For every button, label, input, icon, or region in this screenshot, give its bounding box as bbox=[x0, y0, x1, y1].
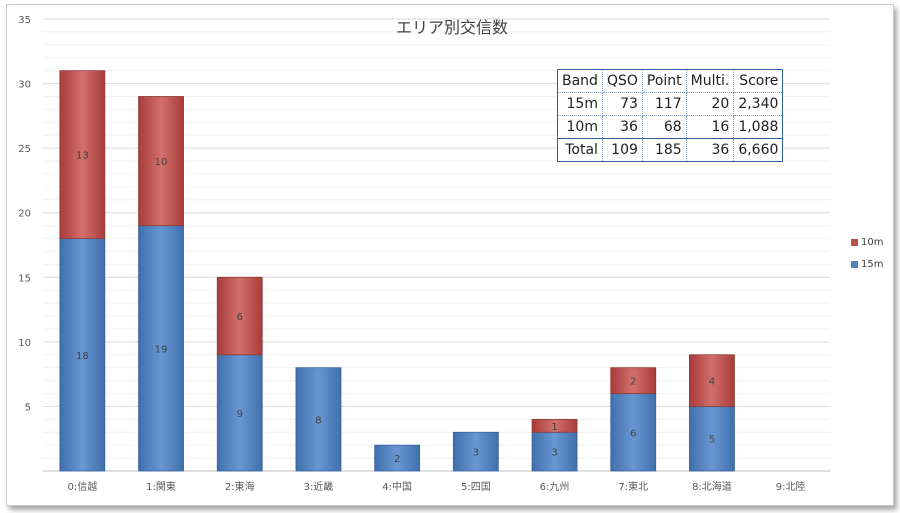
bar-15m bbox=[216, 354, 263, 472]
y-tick-label: 5 bbox=[25, 402, 31, 413]
table-row: 15m 73 117 20 2,340 bbox=[557, 92, 784, 116]
table-cell: 36 bbox=[685, 138, 735, 162]
table-row: 10m 36 68 16 1,088 bbox=[557, 115, 784, 139]
y-tick-label: 30 bbox=[18, 80, 31, 91]
bar-15m bbox=[610, 393, 657, 472]
bar-15m bbox=[452, 431, 499, 472]
data-label-10m: 10 bbox=[155, 157, 168, 168]
y-tick-label: 25 bbox=[18, 144, 31, 155]
bar-15m bbox=[59, 238, 106, 472]
legend-item-15m: 15m bbox=[851, 259, 883, 270]
table-cell: 10m bbox=[557, 115, 603, 139]
data-label-15m: 19 bbox=[155, 344, 168, 355]
table-cell: 109 bbox=[601, 138, 643, 162]
x-tick-label: 9:北陸 bbox=[776, 480, 806, 493]
data-label-10m: 1 bbox=[551, 422, 557, 433]
bar-15m bbox=[689, 406, 735, 472]
bar-15m bbox=[138, 225, 184, 472]
table-cell: 1,088 bbox=[733, 115, 784, 139]
bar-15m bbox=[531, 431, 578, 472]
table-header-cell: QSO bbox=[601, 69, 643, 93]
legend-label: 10m bbox=[861, 237, 884, 248]
legend-swatch bbox=[851, 238, 858, 246]
x-tick-label: 5:四国 bbox=[461, 481, 491, 493]
x-tick-label: 3:近畿 bbox=[304, 480, 334, 493]
x-tick-label: 1:関東 bbox=[146, 480, 176, 493]
bar-10m bbox=[59, 70, 106, 239]
table-cell: 16 bbox=[685, 115, 735, 139]
y-tick-label: 10 bbox=[18, 338, 31, 349]
data-label-15m: 5 bbox=[709, 435, 715, 446]
y-tick-label: 20 bbox=[18, 209, 31, 220]
y-tick-label: 15 bbox=[18, 273, 31, 284]
legend-swatch bbox=[851, 260, 858, 268]
data-label-15m: 18 bbox=[76, 351, 89, 362]
table-cell: 185 bbox=[641, 138, 687, 162]
table-cell: 36 bbox=[601, 115, 643, 139]
data-label-15m: 3 bbox=[551, 448, 557, 459]
data-label-10m: 13 bbox=[76, 151, 89, 162]
x-tick-label: 4:中国 bbox=[382, 480, 412, 493]
table-header-cell: Multi. bbox=[685, 69, 735, 93]
table-total-row: Total 109 185 36 6,660 bbox=[557, 138, 784, 162]
x-tick-label: 7:東北 bbox=[618, 480, 648, 493]
data-label-10m: 6 bbox=[237, 312, 243, 323]
data-label-15m: 8 bbox=[315, 415, 321, 426]
data-label-15m: 9 bbox=[237, 409, 243, 420]
bar-10m bbox=[138, 96, 184, 227]
table-cell: 20 bbox=[685, 92, 735, 116]
data-label-15m: 2 bbox=[394, 454, 400, 465]
table-header-cell: Band bbox=[557, 69, 603, 93]
bar-10m bbox=[610, 367, 657, 394]
table-cell: 68 bbox=[641, 115, 687, 139]
x-tick-label: 6:九州 bbox=[540, 481, 570, 493]
table-header-cell: Point bbox=[641, 69, 687, 93]
legend-item-10m: 10m bbox=[851, 237, 883, 248]
table-cell: Total bbox=[557, 138, 603, 162]
x-tick-label: 2:東海 bbox=[225, 480, 255, 493]
table-header-cell: Score bbox=[733, 69, 784, 93]
data-label-15m: 6 bbox=[630, 428, 636, 439]
bar-10m bbox=[689, 354, 735, 407]
data-label-10m: 4 bbox=[709, 377, 715, 388]
chart-title: エリア別交信数 bbox=[396, 18, 508, 37]
data-label-10m: 2 bbox=[630, 377, 636, 388]
bar-15m bbox=[374, 444, 421, 472]
legend-label: 15m bbox=[861, 259, 884, 270]
score-table: Band QSO Point Multi. Score 15m 73 117 2… bbox=[557, 69, 784, 162]
bar-15m bbox=[295, 367, 342, 472]
table-cell: 2,340 bbox=[733, 92, 784, 116]
data-label-15m: 3 bbox=[473, 448, 479, 459]
table-cell: 117 bbox=[641, 92, 687, 116]
x-tick-label: 0:信越 bbox=[67, 480, 97, 493]
bar-10m bbox=[531, 418, 578, 433]
table-header-row: Band QSO Point Multi. Score bbox=[557, 69, 784, 93]
bar-10m bbox=[216, 276, 263, 356]
y-tick-label: 35 bbox=[18, 15, 31, 26]
table-cell: 73 bbox=[601, 92, 643, 116]
table-cell: 6,660 bbox=[733, 138, 784, 162]
table-cell: 15m bbox=[557, 92, 603, 116]
x-tick-label: 8:北海道 bbox=[692, 480, 732, 493]
